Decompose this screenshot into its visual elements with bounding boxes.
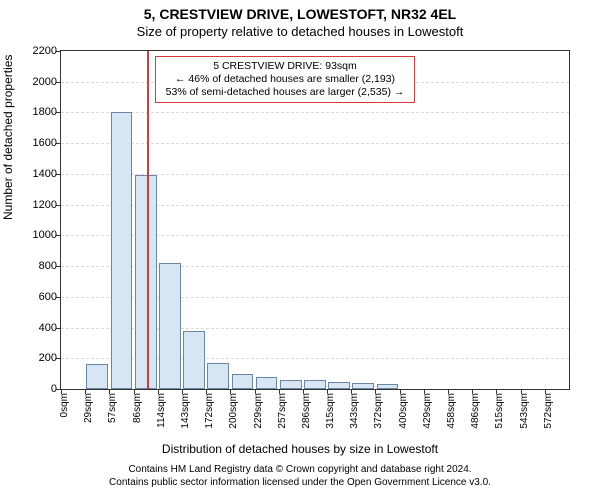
ytick-label: 200 — [39, 352, 61, 364]
xtick-label: 429sqm — [422, 393, 433, 429]
xtick-label: 86sqm — [132, 393, 143, 423]
histogram-bar — [86, 364, 108, 389]
xtick-label: 543sqm — [519, 393, 530, 429]
ytick-label: 1200 — [33, 199, 61, 211]
annotation-line: 5 CRESTVIEW DRIVE: 93sqm — [162, 60, 408, 73]
ytick-label: 600 — [39, 291, 61, 303]
ytick-label: 2000 — [33, 76, 61, 88]
xtick-label: 29sqm — [83, 393, 94, 423]
histogram-bar — [328, 382, 350, 389]
xtick-label: 229sqm — [253, 393, 264, 429]
page-title: 5, CRESTVIEW DRIVE, LOWESTOFT, NR32 4EL — [0, 0, 600, 22]
histogram-bar — [256, 377, 278, 389]
histogram-bar — [377, 384, 399, 389]
xtick-label: 572sqm — [543, 393, 554, 429]
xtick-label: 315sqm — [325, 393, 336, 429]
histogram-bar — [280, 380, 302, 389]
xtick-label: 343sqm — [349, 393, 360, 429]
histogram-bar — [352, 383, 374, 389]
xtick-label: 172sqm — [204, 393, 215, 429]
histogram-bar — [304, 380, 326, 389]
xtick-label: 143sqm — [180, 393, 191, 429]
histogram-bar — [232, 374, 254, 389]
footer-line-2: Contains public sector information licen… — [0, 477, 600, 490]
xtick-label: 458sqm — [446, 393, 457, 429]
ytick-label: 1000 — [33, 229, 61, 241]
xtick-label: 486sqm — [470, 393, 481, 429]
footer-attribution: Contains HM Land Registry data © Crown c… — [0, 464, 600, 489]
xtick-label: 57sqm — [107, 393, 118, 423]
xtick-label: 0sqm — [59, 393, 70, 417]
gridline — [61, 112, 569, 113]
histogram-bar — [183, 331, 205, 389]
ytick-label: 400 — [39, 322, 61, 334]
gridline — [61, 143, 569, 144]
xtick-label: 515sqm — [494, 393, 505, 429]
property-marker-line — [147, 51, 149, 389]
xtick-label: 372sqm — [373, 393, 384, 429]
histogram-bar — [159, 263, 181, 389]
ytick-label: 2200 — [33, 45, 61, 57]
xtick-label: 286sqm — [301, 393, 312, 429]
histogram-bar — [207, 363, 229, 389]
x-axis-label: Distribution of detached houses by size … — [0, 442, 600, 456]
annotation-line: 53% of semi-detached houses are larger (… — [162, 86, 408, 99]
y-axis-label: Number of detached properties — [1, 55, 15, 220]
page-subtitle: Size of property relative to detached ho… — [0, 22, 600, 39]
histogram-bar — [111, 112, 133, 389]
xtick-label: 200sqm — [228, 393, 239, 429]
footer-line-1: Contains HM Land Registry data © Crown c… — [0, 464, 600, 477]
ytick-label: 1400 — [33, 168, 61, 180]
annotation-box: 5 CRESTVIEW DRIVE: 93sqm← 46% of detache… — [155, 56, 415, 103]
histogram-plot: 0200400600800100012001400160018002000220… — [60, 50, 570, 390]
ytick-label: 1800 — [33, 106, 61, 118]
xtick-label: 114sqm — [156, 393, 167, 428]
annotation-line: ← 46% of detached houses are smaller (2,… — [162, 73, 408, 86]
xtick-label: 257sqm — [277, 393, 288, 429]
ytick-label: 1600 — [33, 137, 61, 149]
xtick-label: 400sqm — [398, 393, 409, 429]
ytick-label: 800 — [39, 260, 61, 272]
histogram-bar — [135, 175, 157, 389]
